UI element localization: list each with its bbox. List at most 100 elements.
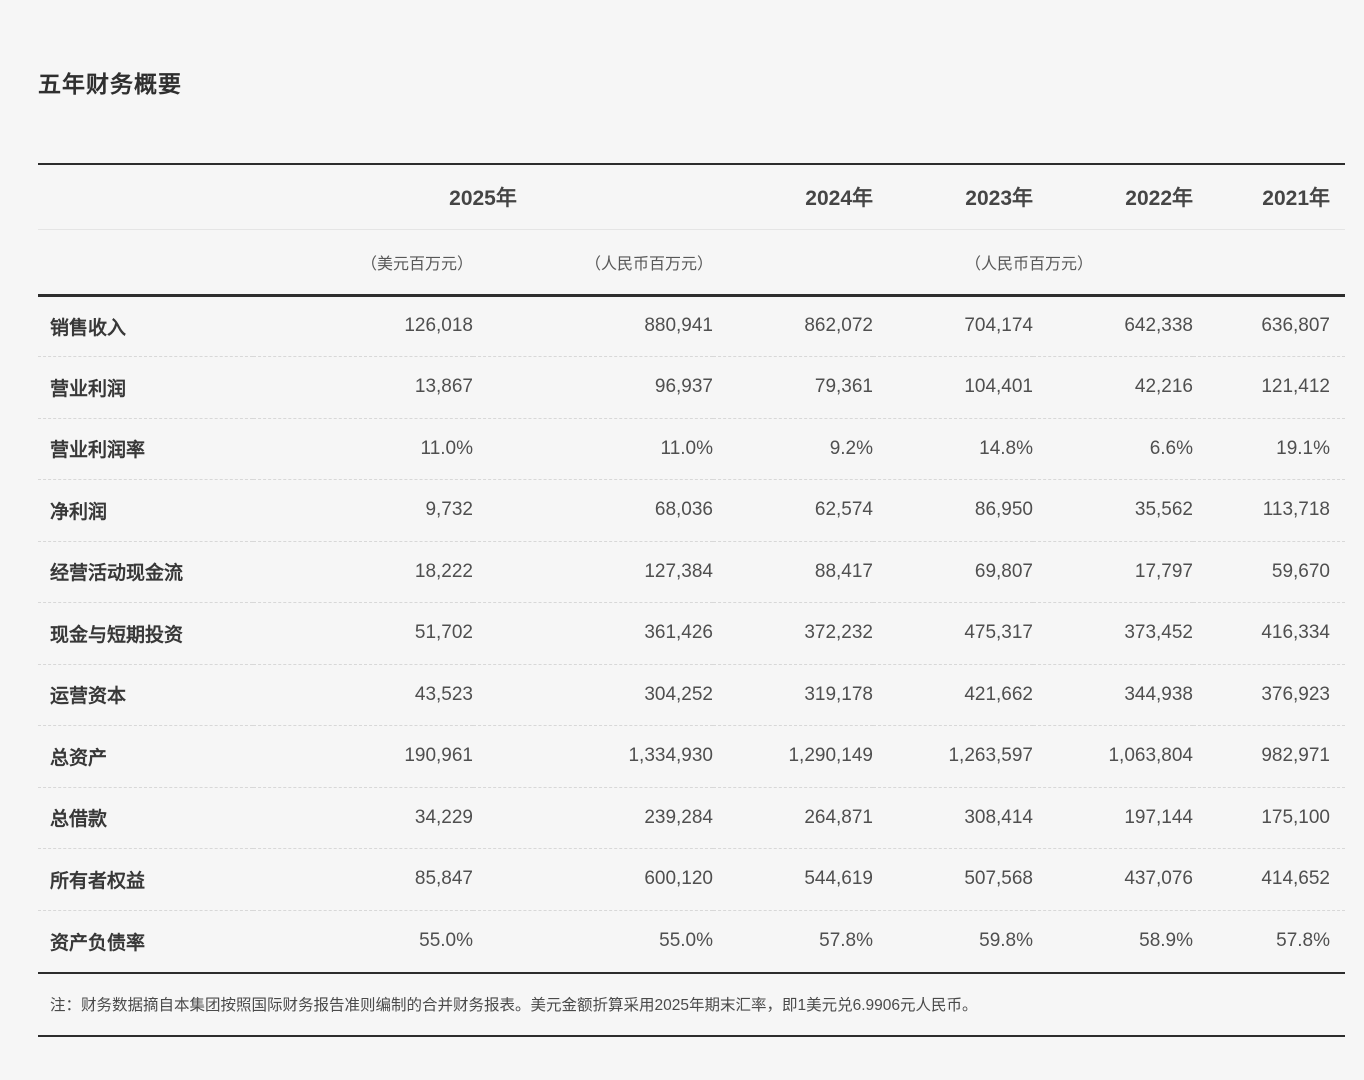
- cell-value-2024: 319,178: [804, 683, 873, 705]
- footnote: 注：财务数据摘自本集团按照国际财务报告准则编制的合并财务报表。美元金额折算采用2…: [38, 971, 1345, 1037]
- cell-value-2023: 704,174: [964, 315, 1033, 337]
- row-label: 资产负债率: [50, 932, 146, 954]
- unit-header-usd-millions: （美元百万元）: [360, 255, 473, 273]
- row-label: 现金与短期投资: [50, 624, 184, 646]
- cell-value-2024: 57.8%: [819, 930, 873, 951]
- cell-value-2022: 42,216: [1134, 376, 1193, 398]
- table-row: 所有者权益 85,847 600,120 544,619 507,568 437…: [38, 848, 1345, 911]
- cell-value-2023: 104,401: [964, 376, 1033, 398]
- cell-value-2024: 9.2%: [829, 437, 873, 459]
- table-body: 销售收入 126,018 880,941 862,072 704,174 642…: [38, 295, 1345, 972]
- year-header-2022: 2022年: [1125, 186, 1193, 210]
- unit-header-rmb-millions-2025: （人民币百万元）: [584, 255, 713, 273]
- table-header: 2025年 2024年 2023年 2022年 2021年 （美元百万元） （人…: [38, 164, 1345, 295]
- page-title: 五年财务概要: [38, 71, 182, 97]
- row-label: 销售收入: [50, 317, 127, 339]
- year-header-2024: 2024年: [805, 186, 873, 210]
- cell-value-2022: 642,338: [1124, 315, 1193, 337]
- cell-value-2024: 88,417: [814, 560, 873, 582]
- table-row: 经营活动现金流 18,222 127,384 88,417 69,807 17,…: [38, 541, 1345, 603]
- table-row: 运营资本 43,523 304,252 319,178 421,662 344,…: [38, 664, 1345, 726]
- cell-value-2022: 373,452: [1124, 622, 1193, 644]
- cell-value-2023: 86,950: [974, 499, 1033, 521]
- year-header-2025: 2025年: [449, 186, 517, 210]
- cell-value-2022: 35,562: [1134, 499, 1193, 521]
- cell-value-2021: 113,718: [1262, 499, 1330, 521]
- cell-value-2024: 264,871: [804, 806, 873, 828]
- table-row: 营业利润 13,867 96,937 79,361 104,401 42,216…: [38, 356, 1345, 419]
- cell-value-2023: 69,807: [974, 560, 1033, 582]
- cell-value-2022: 6.6%: [1149, 437, 1193, 459]
- row-label: 营业利润率: [50, 440, 146, 462]
- table-row: 现金与短期投资 51,702 361,426 372,232 475,317 3…: [38, 602, 1345, 665]
- cell-value-2025-usd: 55.0%: [419, 930, 473, 951]
- year-header-2021: 2021年: [1262, 186, 1330, 210]
- year-header-row: 2025年 2024年 2023年 2022年 2021年: [38, 164, 1345, 229]
- cell-value-2025-rmb: 600,120: [644, 868, 713, 890]
- cell-value-2025-usd: 51,702: [414, 622, 473, 644]
- table-row: 资产负债率 55.0% 55.0% 57.8% 59.8% 58.9% 57.8…: [38, 910, 1345, 972]
- cell-value-2022: 437,076: [1124, 868, 1193, 890]
- cell-value-2025-usd: 11.0%: [420, 437, 473, 459]
- five-year-summary-table: 2025年 2024年 2023年 2022年 2021年 （美元百万元） （人…: [38, 163, 1345, 972]
- row-label: 运营资本: [50, 686, 127, 708]
- cell-value-2023: 59.8%: [979, 930, 1033, 951]
- cell-value-2021: 175,100: [1261, 806, 1330, 828]
- row-label: 所有者权益: [50, 870, 146, 892]
- row-label: 净利润: [50, 501, 108, 523]
- cell-value-2025-usd: 190,961: [404, 745, 473, 767]
- cell-value-2023: 475,317: [964, 622, 1033, 644]
- cell-value-2024: 372,232: [804, 622, 873, 644]
- cell-value-2022: 17,797: [1134, 560, 1193, 582]
- cell-value-2025-rmb: 68,036: [654, 499, 713, 521]
- cell-value-2025-usd: 18,222: [414, 560, 473, 582]
- cell-value-2021: 59,670: [1271, 560, 1330, 582]
- cell-value-2025-rmb: 11.0%: [660, 437, 713, 459]
- cell-value-2024: 79,361: [814, 376, 873, 398]
- empty-corner-cell: [38, 164, 253, 229]
- table-row: 净利润 9,732 68,036 62,574 86,950 35,562 11…: [38, 479, 1345, 542]
- cell-value-2022: 344,938: [1124, 683, 1193, 705]
- cell-value-2021: 416,334: [1261, 622, 1330, 644]
- cell-value-2024: 62,574: [814, 499, 873, 521]
- row-label: 总资产: [50, 747, 108, 769]
- empty-unit-cell: [38, 229, 253, 295]
- row-label: 经营活动现金流: [50, 563, 184, 585]
- table-row: 营业利润率 11.0% 11.0% 9.2% 14.8% 6.6% 19.1%: [38, 418, 1345, 480]
- table-row: 总借款 34,229 239,284 264,871 308,414 197,1…: [38, 787, 1345, 849]
- footnote-text: 注：财务数据摘自本集团按照国际财务报告准则编制的合并财务报表。美元金额折算采用2…: [50, 997, 978, 1014]
- unit-header-row: （美元百万元） （人民币百万元） （人民币百万元）: [38, 229, 1345, 295]
- row-label: 总借款: [50, 809, 108, 831]
- row-label: 营业利润: [50, 378, 127, 400]
- cell-value-2025-usd: 9,732: [425, 499, 473, 521]
- cell-value-2025-rmb: 239,284: [644, 806, 713, 828]
- cell-value-2025-usd: 13,867: [414, 376, 473, 398]
- cell-value-2021: 19.1%: [1276, 437, 1330, 459]
- cell-value-2023: 14.8%: [979, 437, 1033, 459]
- cell-value-2025-rmb: 361,426: [644, 622, 713, 644]
- cell-value-2025-rmb: 55.0%: [659, 930, 713, 951]
- cell-value-2025-rmb: 127,384: [644, 560, 713, 582]
- cell-value-2024: 862,072: [804, 315, 873, 337]
- unit-header-rmb-millions: （人民币百万元）: [964, 255, 1093, 273]
- cell-value-2021: 982,971: [1261, 745, 1330, 767]
- cell-value-2025-rmb: 304,252: [644, 683, 713, 705]
- cell-value-2021: 636,807: [1261, 315, 1330, 337]
- cell-value-2025-usd: 85,847: [414, 868, 473, 890]
- cell-value-2023: 421,662: [964, 683, 1033, 705]
- cell-value-2024: 1,290,149: [788, 745, 873, 767]
- cell-value-2021: 376,923: [1261, 683, 1330, 705]
- cell-value-2023: 1,263,597: [948, 745, 1033, 767]
- cell-value-2021: 121,412: [1261, 376, 1330, 398]
- table-row: 销售收入 126,018 880,941 862,072 704,174 642…: [38, 295, 1345, 357]
- cell-value-2023: 308,414: [964, 806, 1033, 828]
- table-row: 总资产 190,961 1,334,930 1,290,149 1,263,59…: [38, 725, 1345, 788]
- cell-value-2025-rmb: 96,937: [654, 376, 713, 398]
- cell-value-2025-rmb: 880,941: [644, 315, 713, 337]
- year-header-2023: 2023年: [965, 186, 1033, 210]
- cell-value-2024: 544,619: [804, 868, 873, 890]
- cell-value-2025-usd: 43,523: [414, 683, 473, 705]
- cell-value-2021: 414,652: [1261, 868, 1330, 890]
- cell-value-2021: 57.8%: [1276, 930, 1330, 951]
